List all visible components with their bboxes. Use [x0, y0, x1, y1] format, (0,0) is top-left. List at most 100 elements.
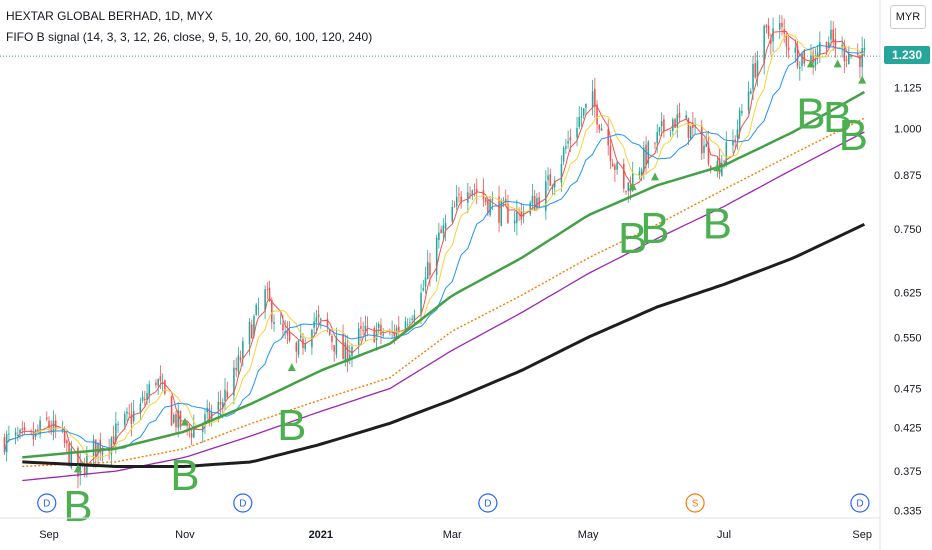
candle-body: [623, 163, 625, 189]
indicator-legend[interactable]: FIFO B signal (14, 3, 3, 12, 26, close, …: [6, 30, 373, 44]
time-tick-label: Sep: [852, 529, 872, 541]
candle-body: [435, 237, 438, 276]
candle-body: [658, 127, 661, 132]
candle-body: [752, 63, 754, 90]
buy-triangle-marker: [650, 172, 659, 181]
candle-body: [273, 321, 275, 324]
candle-body: [398, 326, 400, 331]
candle-body: [141, 396, 144, 401]
candle-body: [756, 60, 759, 79]
candle-body: [705, 143, 708, 147]
candle-body: [785, 34, 788, 47]
candle-body: [315, 317, 318, 323]
candle-body: [177, 410, 180, 428]
candle-body: [351, 346, 353, 357]
candle-body: [217, 401, 220, 410]
candle-body: [660, 121, 663, 127]
candle-body: [767, 25, 770, 36]
buy-triangle-marker: [180, 417, 189, 426]
candle-body: [219, 401, 222, 405]
candle-body: [845, 59, 848, 61]
candle-body: [132, 410, 135, 422]
candle-body: [348, 354, 351, 361]
candle-body: [578, 117, 581, 127]
candle-body: [266, 289, 269, 290]
candle-body: [533, 195, 536, 211]
candle-body: [377, 323, 380, 328]
candle-body: [346, 344, 349, 363]
candle-body: [126, 411, 128, 414]
candle-body: [48, 420, 50, 428]
candle-body: [404, 321, 407, 332]
buy-signal-label: B: [618, 214, 647, 263]
candle-body: [801, 53, 803, 66]
price-tick-label: 0.335: [894, 505, 922, 517]
candle-body: [765, 25, 768, 28]
candle-body: [335, 336, 338, 355]
event-badge-label: D: [43, 499, 50, 510]
time-tick-label: 2021: [309, 529, 333, 541]
candle-body: [663, 119, 665, 132]
candle-body: [268, 287, 271, 301]
candle-body: [23, 426, 26, 430]
candle-body: [304, 343, 306, 350]
buy-triangle-marker: [713, 163, 722, 172]
candle-body: [299, 335, 302, 338]
candle-body: [357, 328, 360, 346]
price-axis[interactable]: 1.125 1.000 0.875 0.750 0.625 0.550 0.475 0.425…: [879, 0, 922, 550]
candle-body: [545, 181, 547, 211]
candle-body: [654, 143, 656, 145]
candle-body: [507, 203, 509, 223]
candle-body: [611, 163, 614, 167]
candle-body: [190, 433, 193, 438]
event-badge[interactable]: [233, 493, 253, 513]
candle-body: [226, 391, 229, 398]
candle-body: [242, 341, 244, 359]
event-badge[interactable]: [37, 493, 57, 513]
event-badge[interactable]: [478, 493, 498, 513]
candle-body: [175, 413, 177, 428]
candle-body: [237, 355, 240, 372]
currency-button[interactable]: MYR: [890, 5, 926, 29]
ma-240-line: [22, 222, 866, 468]
time-axis[interactable]: Sep Nov 2021 Mar May Jul Sep: [0, 517, 880, 541]
ma-10-line: [4, 33, 865, 459]
candle-body: [487, 199, 489, 214]
candle-body: [144, 398, 146, 401]
signal-markers: [73, 59, 867, 473]
price-tick-label: 0.550: [894, 332, 922, 344]
buy-triangle-marker: [833, 59, 842, 68]
buy-triangle-marker: [806, 59, 815, 68]
candle-body: [201, 425, 204, 432]
candle-body: [709, 165, 712, 168]
event-badge[interactable]: [685, 493, 705, 513]
candle-body: [834, 39, 837, 50]
candle-body: [500, 200, 503, 226]
candle-body: [429, 263, 431, 276]
candle-body: [734, 139, 736, 142]
time-tick-label: Nov: [175, 529, 195, 541]
candle-body: [471, 190, 474, 196]
candle-body: [700, 125, 703, 154]
candle-body: [600, 128, 603, 131]
candle-body: [707, 142, 710, 164]
candle-body: [295, 342, 298, 352]
candle-body: [395, 327, 398, 339]
candles: [3, 14, 866, 489]
buy-triangle-marker: [628, 182, 637, 191]
candle-body: [694, 124, 696, 127]
event-badge[interactable]: [850, 493, 870, 513]
candle-body: [235, 368, 237, 371]
candle-body: [627, 182, 630, 192]
candle-body: [328, 330, 331, 335]
candle-body: [297, 340, 300, 355]
candle-body: [95, 439, 97, 457]
candle-body: [830, 29, 832, 40]
candle-body: [721, 162, 723, 176]
candle-body: [616, 162, 618, 170]
candle-body: [17, 435, 19, 436]
candle-body: [224, 389, 226, 401]
candle-body: [859, 55, 861, 68]
